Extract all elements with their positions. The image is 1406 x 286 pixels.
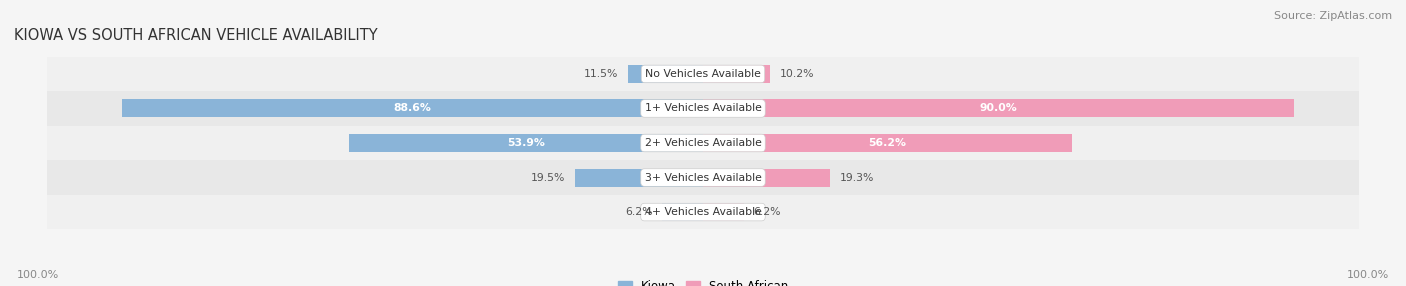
Legend: Kiowa, South African: Kiowa, South African xyxy=(613,276,793,286)
Text: 88.6%: 88.6% xyxy=(394,104,432,114)
Bar xyxy=(46,126,1360,160)
Bar xyxy=(703,65,770,83)
Bar xyxy=(703,168,830,186)
Bar xyxy=(575,168,703,186)
Bar xyxy=(349,134,703,152)
Bar xyxy=(46,160,1360,195)
Text: 19.3%: 19.3% xyxy=(839,172,875,182)
Text: 90.0%: 90.0% xyxy=(980,104,1017,114)
Text: 53.9%: 53.9% xyxy=(508,138,546,148)
Text: KIOWA VS SOUTH AFRICAN VEHICLE AVAILABILITY: KIOWA VS SOUTH AFRICAN VEHICLE AVAILABIL… xyxy=(14,28,378,43)
Bar xyxy=(662,203,703,221)
Text: 19.5%: 19.5% xyxy=(531,172,565,182)
Bar xyxy=(703,134,1071,152)
Text: 2+ Vehicles Available: 2+ Vehicles Available xyxy=(644,138,762,148)
Bar xyxy=(703,100,1294,118)
Text: 11.5%: 11.5% xyxy=(583,69,617,79)
Bar xyxy=(627,65,703,83)
Text: 56.2%: 56.2% xyxy=(869,138,907,148)
Bar xyxy=(703,203,744,221)
Text: 10.2%: 10.2% xyxy=(780,69,814,79)
Text: 4+ Vehicles Available: 4+ Vehicles Available xyxy=(644,207,762,217)
Text: 6.2%: 6.2% xyxy=(626,207,652,217)
Text: 100.0%: 100.0% xyxy=(17,270,59,280)
Text: 1+ Vehicles Available: 1+ Vehicles Available xyxy=(644,104,762,114)
Bar xyxy=(122,100,703,118)
Bar xyxy=(46,195,1360,229)
Text: No Vehicles Available: No Vehicles Available xyxy=(645,69,761,79)
Text: 6.2%: 6.2% xyxy=(754,207,780,217)
Text: Source: ZipAtlas.com: Source: ZipAtlas.com xyxy=(1274,11,1392,21)
Text: 3+ Vehicles Available: 3+ Vehicles Available xyxy=(644,172,762,182)
Bar xyxy=(46,57,1360,91)
Text: 100.0%: 100.0% xyxy=(1347,270,1389,280)
Bar xyxy=(46,91,1360,126)
